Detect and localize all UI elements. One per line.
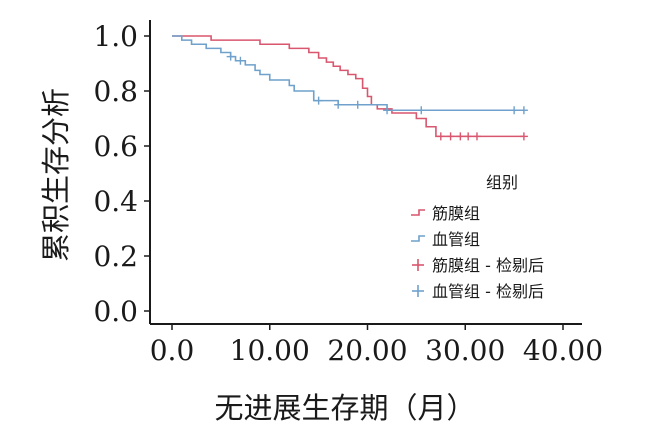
censor-mark <box>314 96 323 105</box>
y-tick-label: 0.2 <box>93 240 138 273</box>
censor-mark <box>519 106 528 115</box>
legend-item: 筋膜组 <box>411 204 480 223</box>
censor-mark <box>226 52 235 61</box>
x-tick-label: 20.00 <box>327 334 407 367</box>
legend-label: 筋膜组 - 检剔后 <box>432 256 544 275</box>
y-axis-title: 累积生存分析 <box>39 88 73 262</box>
legend-title: 组别 <box>486 173 518 192</box>
y-ticks: 0.0 0.2 0.4 0.6 0.8 1.0 <box>93 20 150 328</box>
x-tick-label: 40.00 <box>523 334 603 367</box>
legend-line-swatch <box>411 209 425 216</box>
censor-mark <box>472 132 481 141</box>
x-tick-label: 10.00 <box>230 334 310 367</box>
censor-mark <box>510 106 519 115</box>
series-line-2 <box>172 35 524 112</box>
x-axis-title: 无进展生存期（月） <box>214 391 475 425</box>
legend-label: 筋膜组 <box>432 204 480 223</box>
legend-item: 筋膜组 - 检剔后 <box>412 256 544 275</box>
censor-mark <box>417 106 426 115</box>
x-ticks: 0.0 10.00 20.00 30.00 40.00 <box>150 324 603 367</box>
legend-label: 血管组 - 检剔后 <box>432 282 544 301</box>
censor-mark <box>446 132 455 141</box>
legend-cross-swatch <box>412 259 424 271</box>
legend-item: 血管组 - 检剔后 <box>412 282 544 301</box>
y-tick-label: 0.4 <box>93 185 138 218</box>
y-tick-label: 0.0 <box>93 295 138 328</box>
censor-mark <box>436 132 445 141</box>
censor-mark <box>334 100 343 109</box>
legend-item: 血管组 <box>411 230 480 249</box>
series-line-1 <box>172 35 524 138</box>
series-layer <box>172 35 528 141</box>
legend-line-swatch <box>411 235 425 242</box>
x-tick-label: 0.0 <box>150 334 195 367</box>
y-tick-label: 0.6 <box>93 130 138 163</box>
censor-mark <box>383 106 392 115</box>
censor-mark <box>353 100 362 109</box>
y-tick-label: 1.0 <box>93 20 138 53</box>
axes <box>149 20 582 325</box>
censor-mark <box>456 132 465 141</box>
legend-label: 血管组 <box>432 230 480 249</box>
censor-mark <box>519 132 528 141</box>
y-tick-label: 0.8 <box>93 75 138 108</box>
legend-cross-swatch <box>412 285 424 297</box>
censor-mark <box>464 132 473 141</box>
censor-mark <box>236 56 245 65</box>
x-tick-label: 30.00 <box>425 334 505 367</box>
